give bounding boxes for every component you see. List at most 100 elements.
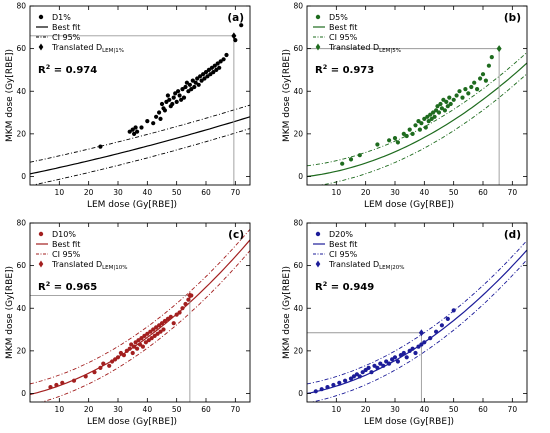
p4-plot-area [307,240,527,402]
p3-data-point [139,336,144,341]
p4-data-point [445,316,450,321]
p1-data-point [211,70,216,75]
p3-ci-lower-line [40,250,250,402]
p4-data-point [313,389,318,394]
p4-data-point [428,336,433,341]
p4-legend-translated-marker [315,260,321,268]
p1-x-tick-label: 40 [143,188,153,197]
p2-y-tick-label: 0 [298,172,303,181]
p4-data-point [363,367,368,373]
p4-x-tick-label: 40 [420,405,430,414]
p3-axes-frame [29,222,251,403]
p2-data-point [472,80,477,85]
p1-legend-fit-label: Best fit [52,23,80,32]
p1-legend-translated-prefix: Translated D [51,43,102,52]
p4-data-point [384,359,389,364]
p4-ci-upper-line [307,240,527,385]
p1-data-point [174,99,179,104]
p4-y-axis-label: MKM dose (Gy[RBE]) [282,266,292,359]
p1-data-point [165,93,170,98]
p1-legend-translated-label: Translated DLEM|1% [51,43,124,54]
p3-data-point [148,329,153,334]
p2-x-tick-label: 70 [508,188,518,197]
p2-r-squared-sup: 2 [323,63,328,71]
p2-r-squared: R2 = 0.973 [315,63,374,76]
p1-x-tick-label: 50 [172,188,182,197]
p1-data-point [214,67,219,72]
p2-data-point [431,110,436,115]
p1-y-tick-label: 80 [16,2,26,11]
p4-data-point [337,380,342,385]
p2-x-tick-label: 20 [361,188,371,197]
p2-data-point [401,131,406,136]
p2-data-point [447,95,452,100]
p1-panel-label: (a) [227,12,244,24]
p4-data-point [354,372,359,377]
p2-y-axis-label: MKM dose (Gy[RBE]) [282,49,292,142]
p4-translated-point [418,329,424,337]
p2-legend-scatter-label: D5% [329,13,348,22]
p4-data-point [366,365,371,370]
p1-data-point [218,59,223,64]
p2-translated-point [496,45,502,53]
p2-data-point [375,142,380,147]
p2-data-point [460,95,465,100]
p1-data-point [181,95,187,100]
p1-data-point [179,97,184,102]
p2-data-point [478,76,483,81]
p1-axes-frame [29,5,251,186]
p2-panel-label: (b) [504,12,521,24]
p1-data-point [193,80,198,85]
p2-y-tick-label: 20 [293,129,303,138]
p4-legend-translated-sub: LEM|20% [379,265,404,271]
p4-best-fit-line [307,249,527,395]
p3-data-point [135,346,140,351]
p1-data-point [187,82,192,87]
p4-data-point [395,359,400,364]
p2-data-point [422,116,427,121]
p1-data-point [199,78,204,83]
p4-y-tick-label: 60 [293,261,303,270]
p2-data-point [457,89,462,94]
p1-data-point [201,72,206,77]
p4-data-point [381,363,386,368]
p3-legend-translated-sub: LEM|10% [102,265,127,271]
p3-data-point [183,301,188,307]
p1-data-point [145,119,150,124]
p1-data-point [202,76,207,81]
p2-r-squared-letter: R [315,65,323,76]
p1-data-point [233,38,238,43]
p2-data-point [413,123,418,128]
p3-data-point [142,333,147,338]
p2-x-tick-label: 30 [390,188,400,197]
p3-data-point [157,323,162,328]
p2-data-point [442,108,447,113]
p4-data-point [390,357,395,362]
p3-r-squared-value: = 0.965 [50,282,97,293]
p1-r-squared-value: = 0.974 [50,65,97,76]
p4-data-point [398,353,403,358]
p3-x-tick-label: 40 [143,405,153,414]
p2-data-point [416,119,421,124]
p1-data-point [189,87,194,92]
p1-data-point [183,84,188,90]
p2-data-point [340,161,345,166]
p4-x-tick-label: 70 [508,405,518,414]
p3-data-point [113,357,118,362]
p2-ci-lower-line [318,73,527,185]
p2-data-point [425,114,430,119]
chart-panel-4: 10 20 30 40 50 60 70 0 20 40 60 80 LEM dose (Gy[RBE]… [282,219,528,427]
p2-legend-translated-sub: LEM|5% [379,48,401,54]
p2-ci-upper-line [307,51,527,167]
p3-data-point [149,336,154,341]
p4-data-point [434,329,439,334]
p2-data-point [451,97,456,102]
p2-x-tick-label: 10 [332,188,342,197]
p2-data-point [486,63,491,68]
p2-data-point [357,153,362,158]
p3-y-tick-label: 40 [16,304,26,313]
p2-data-point [410,131,415,136]
p2-data-point [419,121,424,126]
p3-x-tick-label: 20 [84,405,94,414]
